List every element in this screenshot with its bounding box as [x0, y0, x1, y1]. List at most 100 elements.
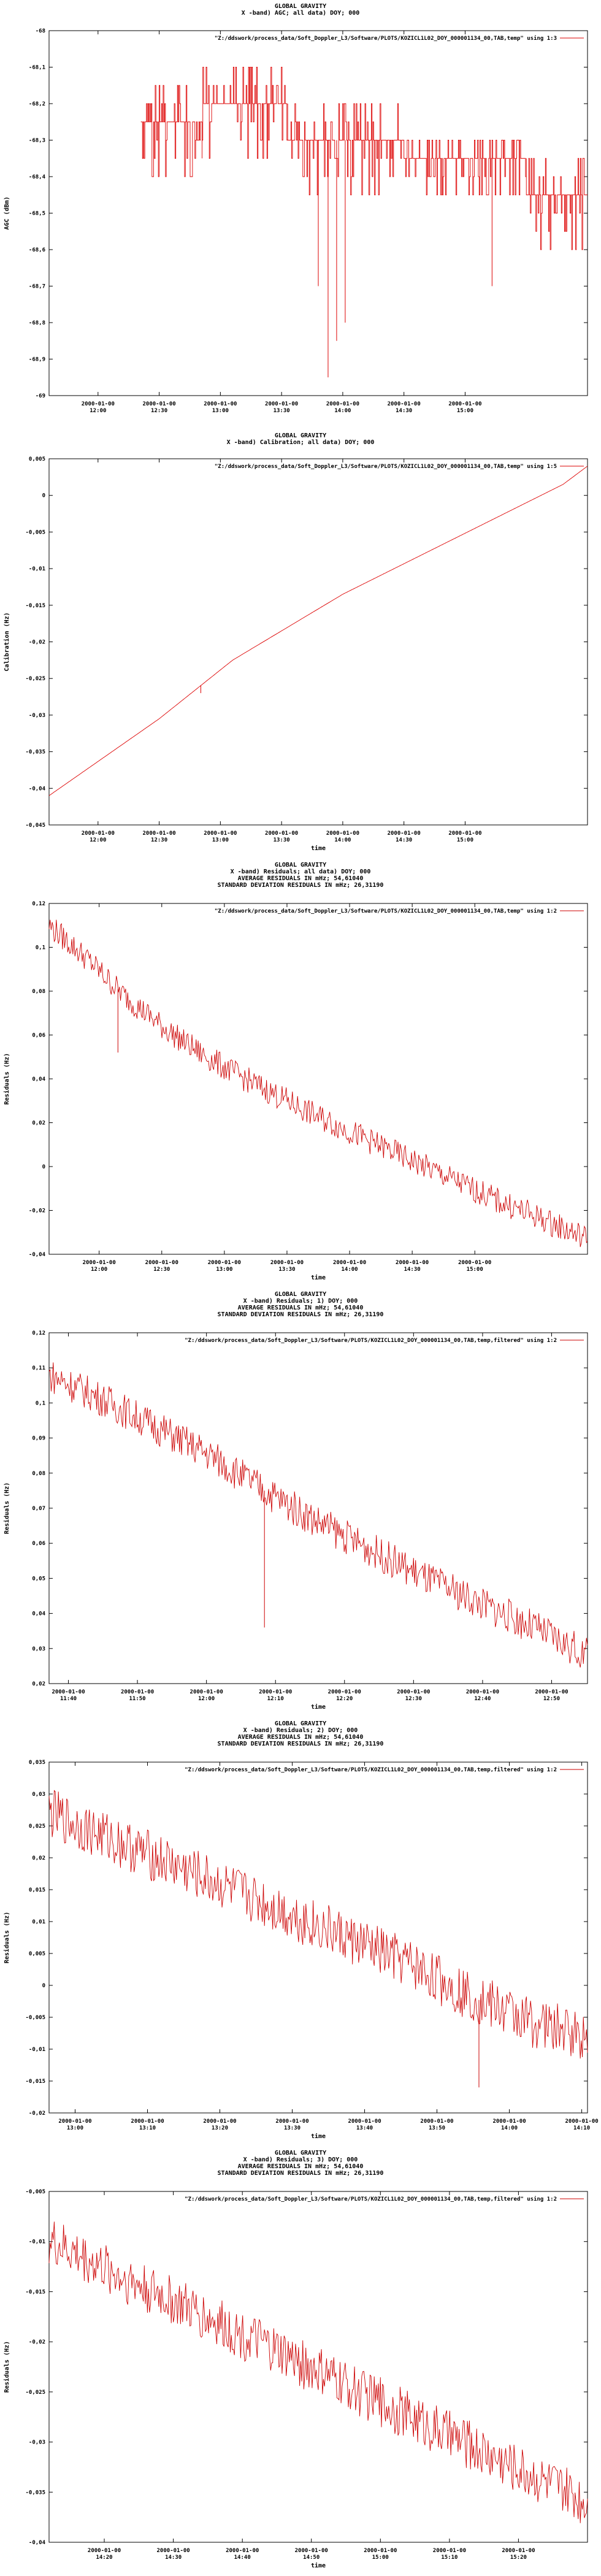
- x-tick-label: 2000-01-00: [492, 2118, 526, 2125]
- x-tick-label: 2000-01-00: [433, 2548, 466, 2554]
- x-tick-label: 13:30: [274, 837, 290, 843]
- chart-title-line: GLOBAL GRAVITY: [275, 3, 326, 10]
- x-tick-label: 2000-01-00: [388, 830, 421, 837]
- y-tick-label: 0,08: [32, 989, 45, 995]
- data-line: [48, 1362, 588, 1668]
- y-tick-label: -0,02: [29, 2110, 45, 2117]
- y-axis-label: Residuals (Hz): [3, 1482, 10, 1534]
- y-tick-label: -0,025: [25, 676, 45, 682]
- y-tick-label: 0: [42, 1164, 45, 1170]
- y-tick-label: -0,015: [25, 603, 45, 609]
- y-tick-label: 0,09: [32, 1436, 45, 1442]
- x-tick-label: 13:30: [274, 408, 290, 414]
- x-tick-label: 14:30: [404, 1267, 421, 1273]
- x-tick-label: 2000-01-00: [448, 830, 481, 837]
- x-tick-label: 11:40: [60, 1696, 77, 1702]
- y-tick-label: 0,005: [29, 1951, 45, 1957]
- x-axis-label: time: [311, 2133, 326, 2140]
- x-tick-label: 2000-01-00: [226, 2548, 259, 2554]
- x-tick-label: 2000-01-00: [458, 1260, 491, 1266]
- x-tick-label: 2000-01-00: [88, 2548, 121, 2554]
- x-tick-label: 2000-01-00: [420, 2118, 453, 2125]
- y-tick-label: 0,02: [32, 1121, 45, 1127]
- y-tick-label: -0,045: [25, 822, 45, 829]
- data-line: [48, 919, 588, 1248]
- x-tick-label: 2000-01-00: [82, 830, 115, 837]
- x-tick-label: 2000-01-00: [203, 2118, 236, 2125]
- x-axis-label: time: [311, 1703, 326, 1711]
- plot-frame: [48, 2191, 588, 2543]
- y-tick-label: 0,05: [32, 1576, 45, 1582]
- plot-frame: [48, 458, 588, 826]
- chart-title-line: X -band) Residuals; all data) DOY; 000: [231, 868, 371, 875]
- y-tick-label: -0,015: [25, 2079, 45, 2085]
- y-tick-label: -68,9: [29, 357, 45, 363]
- y-tick-label: -0,035: [25, 2490, 45, 2496]
- x-tick-label: 15:00: [457, 408, 473, 414]
- y-tick-label: 0,005: [29, 456, 45, 462]
- y-tick-label: -0,02: [29, 2339, 45, 2345]
- chart-title-line: STANDARD DEVIATION RESIDUALS IN mHz; 26,…: [218, 882, 384, 889]
- chart-title-line: GLOBAL GRAVITY: [275, 862, 326, 868]
- y-tick-label: 0,06: [32, 1033, 45, 1039]
- y-tick-label: 0,035: [29, 1760, 45, 1766]
- data-line: [140, 67, 588, 250]
- x-tick-label: 13:20: [212, 2125, 228, 2131]
- y-tick-label: 0,015: [29, 1887, 45, 1893]
- x-tick-label: 2000-01-00: [448, 401, 481, 407]
- x-tick-label: 14:50: [303, 2555, 320, 2561]
- y-tick-label: -0,015: [25, 2289, 45, 2295]
- x-tick-label: 2000-01-00: [364, 2548, 397, 2554]
- y-axis-label: Residuals (Hz): [3, 1912, 10, 1963]
- x-tick-label: 2000-01-00: [157, 2548, 190, 2554]
- x-tick-label: 15:00: [467, 1267, 483, 1273]
- chart-title-line: GLOBAL GRAVITY: [275, 1291, 326, 1298]
- x-tick-label: 13:00: [212, 408, 229, 414]
- x-tick-label: 12:00: [198, 1696, 215, 1702]
- x-tick-label: 15:00: [372, 2555, 389, 2561]
- chart-title-line: STANDARD DEVIATION RESIDUALS IN mHz; 26,…: [218, 1311, 384, 1318]
- chart-title-line: GLOBAL GRAVITY: [275, 432, 326, 439]
- legend-label: "Z:/ddswork/process_data/Soft_Doppler_L3…: [215, 35, 557, 42]
- x-tick-label: 13:40: [356, 2125, 373, 2131]
- chart-title-line: X -band) AGC; all data) DOY; 000: [242, 10, 360, 17]
- y-tick-label: -68,1: [29, 65, 45, 71]
- x-tick-label: 13:00: [67, 2125, 83, 2131]
- y-tick-label: -68,5: [29, 211, 45, 217]
- x-tick-label: 2000-01-00: [190, 1689, 223, 1695]
- legend-label: "Z:/ddswork/process_data/Soft_Doppler_L3…: [185, 2196, 557, 2202]
- chart-title-line: STANDARD DEVIATION RESIDUALS IN mHz; 26,…: [218, 2170, 384, 2177]
- x-tick-label: 2000-01-00: [58, 2118, 91, 2125]
- x-tick-label: 14:00: [341, 1267, 358, 1273]
- data-line: [48, 2221, 588, 2523]
- data-line: [48, 1790, 588, 2059]
- x-axis-label: time: [311, 845, 326, 852]
- x-tick-label: 12:10: [267, 1696, 284, 1702]
- x-tick-label: 2000-01-00: [145, 1260, 178, 1266]
- x-tick-label: 13:30: [284, 2125, 300, 2131]
- x-tick-label: 2000-01-00: [535, 1689, 568, 1695]
- x-tick-label: 12:00: [90, 408, 106, 414]
- x-tick-label: 13:00: [212, 837, 229, 843]
- x-tick-label: 2000-01-00: [121, 1689, 154, 1695]
- x-tick-label: 11:50: [129, 1696, 146, 1702]
- y-tick-label: 0,11: [32, 1365, 45, 1371]
- x-tick-label: 2000-01-00: [265, 401, 298, 407]
- chart-title-line: X -band) Residuals; 1) DOY; 000: [243, 1297, 358, 1305]
- y-tick-label: -68,7: [29, 284, 45, 290]
- y-tick-label: -69: [36, 393, 45, 399]
- x-tick-label: 12:00: [90, 837, 106, 843]
- chart-title-line: AVERAGE RESIDUALS IN mHz; 54,61040: [238, 1305, 364, 1311]
- x-axis-label: time: [311, 1274, 326, 1281]
- y-tick-label: 0,04: [32, 1076, 45, 1083]
- y-tick-label: 0,025: [29, 1823, 45, 1830]
- x-tick-label: 2000-01-00: [333, 1260, 366, 1266]
- x-tick-label: 2000-01-00: [396, 1260, 429, 1266]
- chart-title-line: X -band) Calibration; all data) DOY; 000: [227, 439, 375, 446]
- y-tick-label: -0,035: [25, 749, 45, 756]
- y-tick-label: -0,005: [25, 529, 45, 535]
- y-tick-label: -0,005: [25, 2015, 45, 2021]
- x-tick-label: 2000-01-00: [265, 830, 298, 837]
